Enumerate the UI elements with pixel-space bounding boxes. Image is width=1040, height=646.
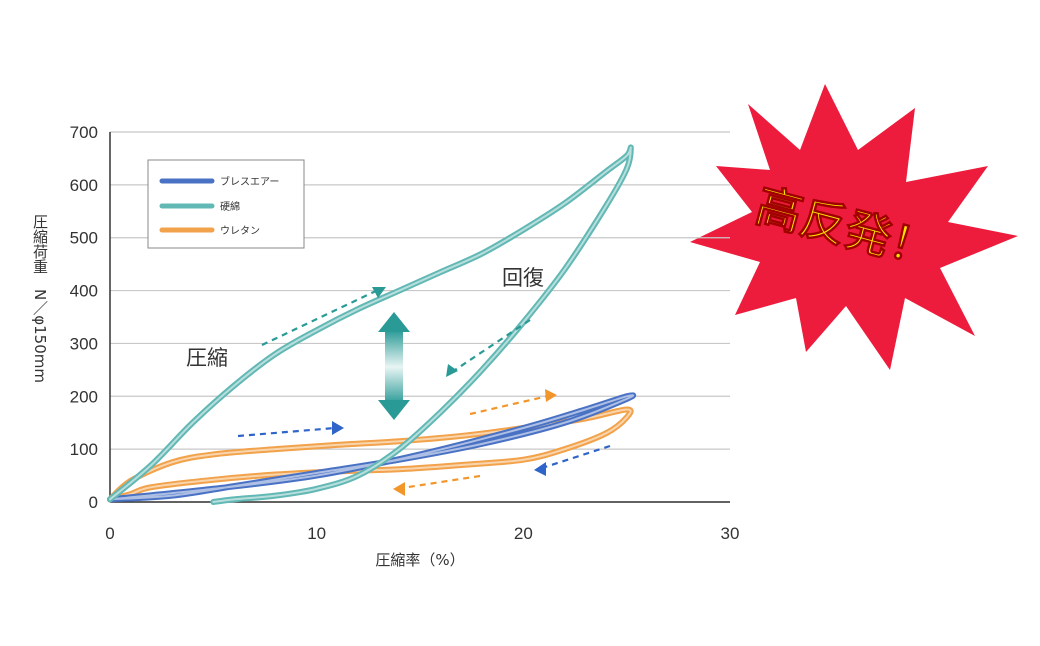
arrow-heads bbox=[332, 287, 557, 496]
legend-label-urethane: ウレタン bbox=[220, 225, 260, 237]
y-tick-label: 300 bbox=[70, 334, 98, 353]
x-tick-label: 20 bbox=[514, 524, 533, 543]
arrow-recover-urethane bbox=[401, 474, 481, 490]
arrow-compress-hard bbox=[261, 289, 379, 346]
y-tick-label: 500 bbox=[70, 229, 98, 248]
callout-burst bbox=[690, 84, 1018, 370]
annotation-recover: 回復 bbox=[502, 266, 544, 290]
legend-label-hard: 硬綿 bbox=[220, 200, 240, 213]
x-axis-title: 圧縮率（%） bbox=[375, 551, 464, 569]
direction-arrows bbox=[237, 289, 611, 490]
x-tick-labels: 0 10 20 30 bbox=[105, 524, 739, 543]
y-axis-title: 圧縮荷重 N／φ150mm bbox=[31, 214, 49, 383]
legend: ブレスエアー 硬綿 ウレタン bbox=[147, 159, 305, 249]
arrow-compress-breath bbox=[237, 426, 336, 438]
series-line-highlight bbox=[109, 394, 635, 501]
arrow-recover-hard bbox=[451, 319, 531, 373]
series-2 bbox=[107, 406, 634, 503]
x-tick-label: 0 bbox=[105, 524, 114, 543]
y-tick-label: 600 bbox=[70, 176, 98, 195]
y-tick-label: 0 bbox=[89, 493, 98, 512]
series-layer bbox=[107, 144, 637, 505]
series-1 bbox=[107, 144, 634, 505]
legend-label-breath: ブレスエアー bbox=[220, 175, 279, 188]
arrow-recover-breath bbox=[541, 444, 611, 470]
arrow-compress-urethane bbox=[469, 394, 549, 416]
y-tick-label: 100 bbox=[70, 440, 98, 459]
x-tick-label: 30 bbox=[721, 524, 740, 543]
series-line-highlight bbox=[109, 408, 632, 501]
x-tick-label: 10 bbox=[307, 524, 326, 543]
y-tick-labels: 0 100 200 300 400 500 600 700 bbox=[70, 123, 98, 512]
series-line-highlight bbox=[109, 146, 632, 503]
y-tick-label: 400 bbox=[70, 282, 98, 301]
annotation-compress: 圧縮 bbox=[186, 346, 228, 370]
y-tick-label: 700 bbox=[70, 123, 98, 142]
y-tick-label: 200 bbox=[70, 387, 98, 406]
double-arrow bbox=[378, 312, 410, 420]
series-0 bbox=[107, 392, 637, 503]
